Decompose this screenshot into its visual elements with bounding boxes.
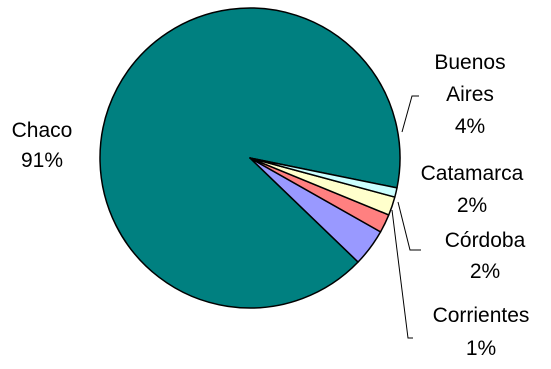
data-label-catamarca-name: Catamarca xyxy=(421,162,524,185)
data-label-corrientes-name: Corrientes xyxy=(433,304,530,327)
data-label-catamarca-value: 2% xyxy=(457,194,487,217)
pie-slices xyxy=(99,7,401,309)
slice-labels: Chaco 91% Buenos Aires 4% Catamarca 2% Córdoba 2… xyxy=(12,51,530,360)
data-label-buenos-aires-name: Aires xyxy=(446,83,494,106)
data-label-chaco-name: Chaco xyxy=(12,119,73,142)
data-label-buenos-aires-value: 4% xyxy=(455,115,485,138)
data-label-chaco-value: 91% xyxy=(21,149,63,172)
leader-lines xyxy=(391,95,421,339)
data-label-corrientes-value: 1% xyxy=(466,337,496,360)
data-label-cordoba-value: 2% xyxy=(470,260,500,283)
pie-slice-corrientes xyxy=(249,157,398,198)
leader-line-buenos-aires xyxy=(401,95,419,133)
leader-line-corrientes xyxy=(391,209,413,339)
data-label-cordoba-name: Córdoba xyxy=(445,229,526,252)
leader-line-cordoba xyxy=(397,201,421,251)
pie-slice-chaco xyxy=(99,7,401,309)
data-label-buenos-aires-name: Buenos xyxy=(434,51,505,74)
